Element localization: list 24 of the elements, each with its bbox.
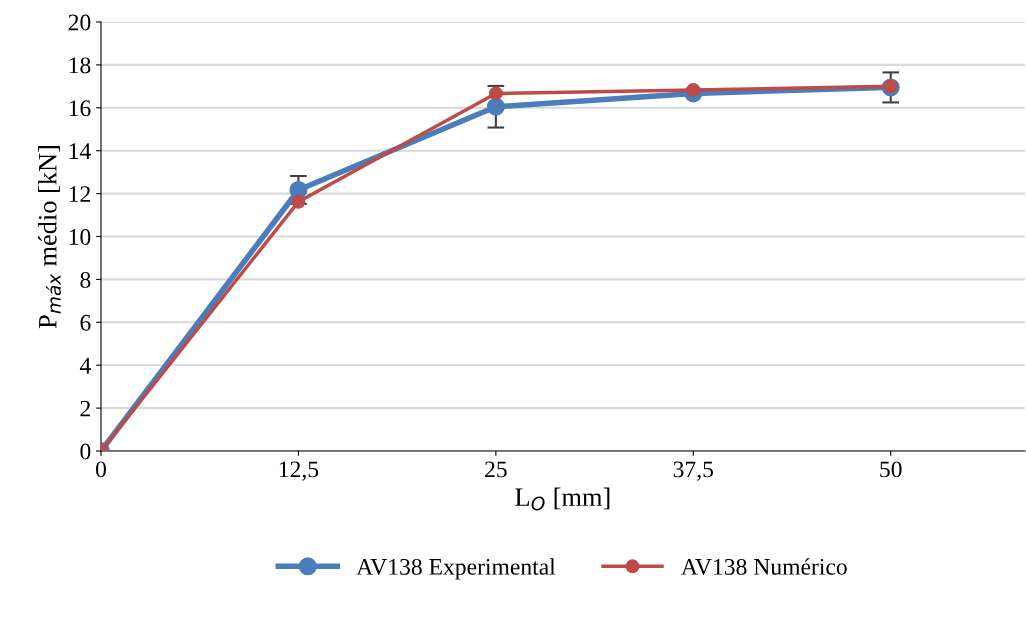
point: [686, 83, 701, 97]
x-tick-label: 0: [96, 461, 106, 478]
y-tick-label: 14: [69, 143, 91, 159]
legend-label: AV138 Numérico: [681, 558, 847, 575]
y-tick-label: 0: [80, 443, 91, 460]
y-tick-label: 10: [69, 228, 91, 245]
x-tick-label: 25: [485, 461, 507, 478]
x-tick-label: 12,5: [279, 461, 319, 481]
y-tick-label: 16: [69, 100, 91, 117]
x-tick-label: 37,5: [673, 461, 714, 481]
x-tick-label: 50: [880, 461, 902, 478]
legend-label: AV138 Experimental: [356, 558, 556, 580]
point: [291, 194, 306, 209]
y-tick-label: 20: [68, 14, 91, 31]
y-tick-label: 6: [80, 314, 91, 331]
y-tick-label: 4: [79, 357, 91, 374]
y-tick-label: 8: [80, 271, 91, 288]
x-axis-title: L$_{O}$ [mm]: [515, 487, 610, 511]
y-tick-label: 12: [69, 186, 90, 202]
point: [488, 86, 503, 101]
y-axis-title: P$_{máx}$ médio [kN]: [38, 146, 61, 329]
point: [486, 97, 505, 116]
y-tick-label: 2: [80, 400, 90, 417]
y-tick-label: 18: [69, 57, 91, 74]
